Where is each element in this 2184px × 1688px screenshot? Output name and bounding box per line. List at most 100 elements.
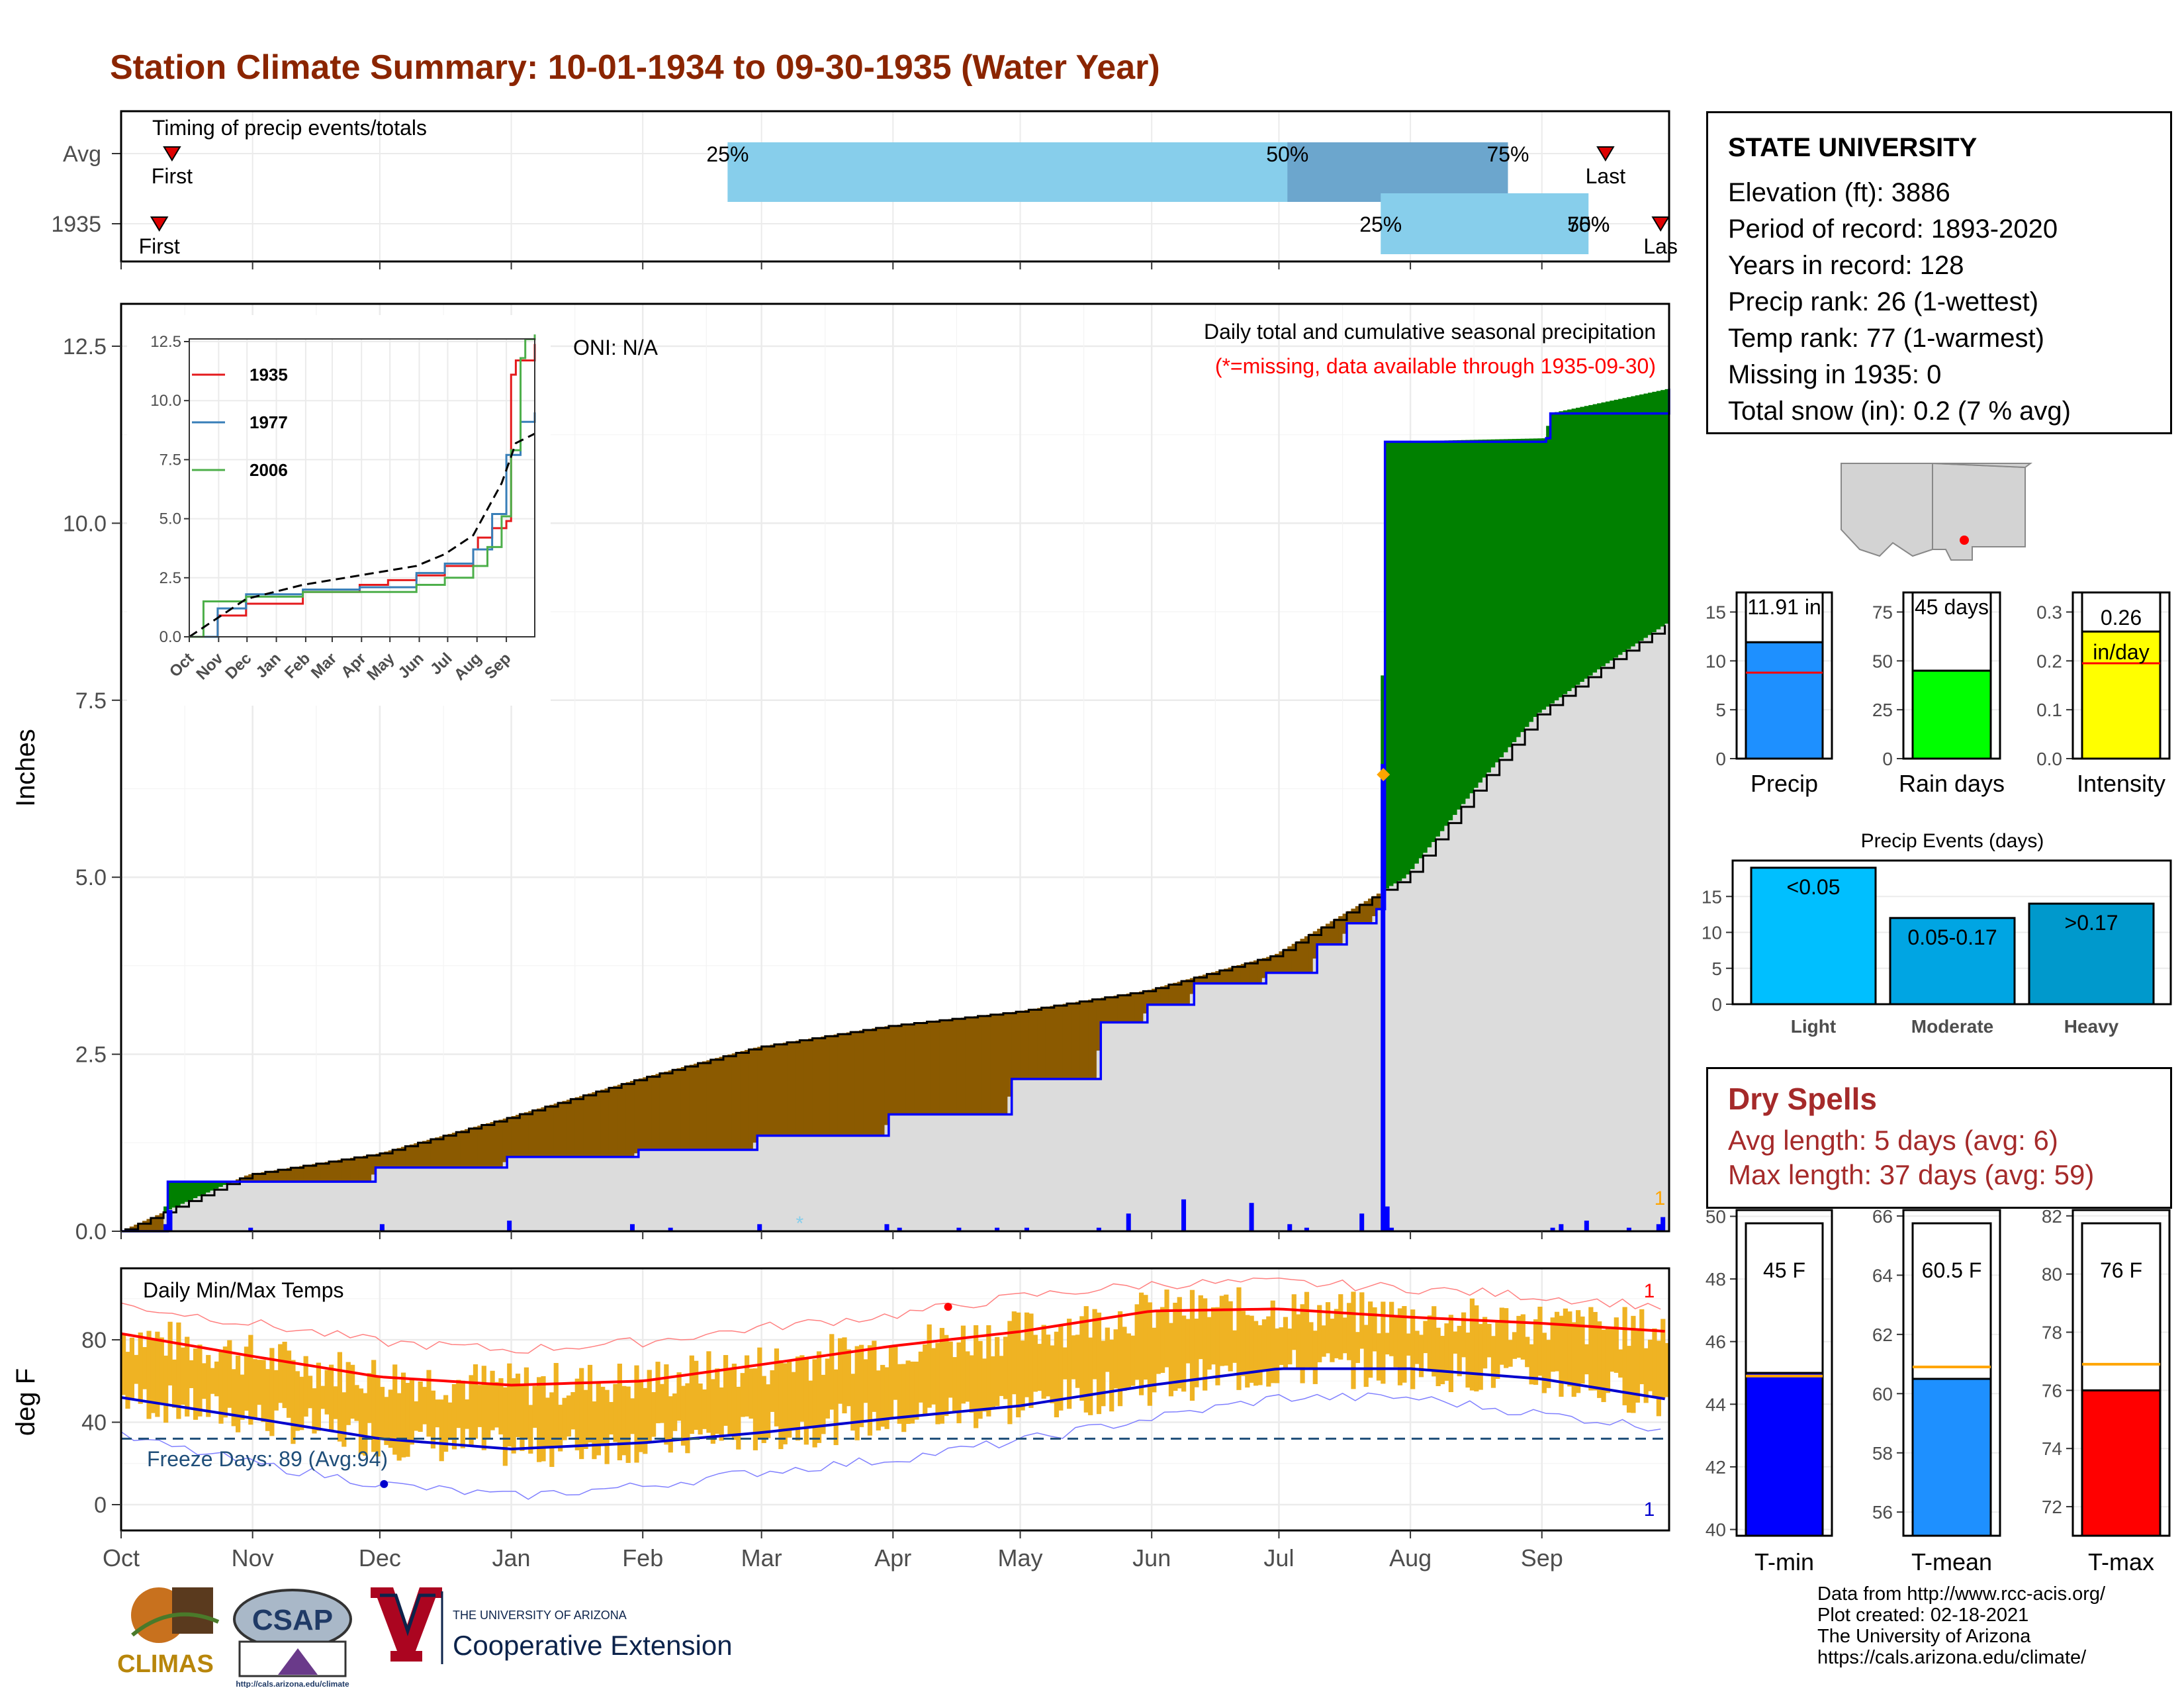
precip-subtitle: Daily total and cumulative seasonal prec…	[1204, 320, 1656, 344]
precip-departure-fill	[583, 1094, 588, 1157]
daily-temp-bar	[791, 1372, 796, 1429]
daily-temp-bar	[201, 1363, 206, 1399]
daily-precip-bar	[995, 1227, 1000, 1231]
precip-departure-fill	[367, 1154, 372, 1182]
tbar-y-tick-label: 66	[1872, 1206, 1893, 1227]
precip-departure-fill	[541, 1107, 546, 1157]
daily-temp-bar	[498, 1378, 504, 1434]
summary-value-unit: in/day	[2093, 640, 2149, 664]
daily-precip-bar	[163, 1224, 169, 1231]
daily-precip-bar	[1304, 1227, 1309, 1231]
dry-spells-title: Dry Spells	[1728, 1082, 1877, 1116]
precip-base-fill	[201, 1194, 206, 1231]
precip-base-fill	[553, 1156, 559, 1231]
precip-departure-fill	[363, 1155, 368, 1182]
precip-departure-fill	[1291, 943, 1297, 973]
precip-base-fill	[1054, 1079, 1059, 1231]
daily-temp-bar	[291, 1360, 296, 1444]
precip-departure-fill	[1444, 440, 1449, 826]
precip-base-fill	[1567, 691, 1572, 1231]
precip-base-fill	[1152, 1004, 1157, 1231]
precip-departure-fill	[1020, 1010, 1025, 1080]
daily-temp-bar	[358, 1388, 364, 1455]
tbar-y-tick-label: 64	[1872, 1265, 1893, 1286]
precip-base-fill	[180, 1203, 185, 1231]
daily-temp-bar	[379, 1387, 385, 1440]
precip-base-fill	[422, 1167, 427, 1231]
precip-base-fill	[1138, 1022, 1144, 1231]
precip-departure-fill	[842, 1033, 847, 1136]
precip-departure-fill	[935, 1020, 940, 1115]
precip-departure-fill	[634, 1079, 639, 1154]
summary-bar-label: Rain days	[1899, 770, 2005, 797]
precip-departure-fill	[846, 1032, 851, 1136]
map-state-az	[1841, 463, 1933, 557]
daily-temp-bar	[1092, 1309, 1097, 1380]
snow-marker: *	[796, 1213, 803, 1235]
precip-departure-fill	[1296, 941, 1301, 973]
daily-temp-bar	[1504, 1308, 1509, 1368]
precip-base-fill	[981, 1114, 987, 1231]
precip-departure-fill	[1495, 439, 1500, 763]
precip-departure-fill	[978, 1015, 983, 1115]
precip-base-fill	[1597, 669, 1602, 1231]
daily-temp-bar	[261, 1360, 266, 1423]
precip-base-fill	[282, 1182, 287, 1231]
precip-base-fill	[655, 1149, 660, 1231]
summary-y-tick-label: 5	[1715, 700, 1726, 720]
oni-label: ONI: N/A	[573, 336, 659, 359]
daily-temp-bar	[1181, 1315, 1187, 1392]
precip-base-fill	[1635, 643, 1640, 1231]
daily-temp-bar	[1614, 1317, 1619, 1373]
precip-departure-fill	[1482, 440, 1488, 778]
precip-base-fill	[1321, 944, 1326, 1231]
daily-temp-bar	[995, 1336, 1000, 1407]
dry-spells-max: Max length: 37 days (avg: 59)	[1728, 1159, 2095, 1190]
daily-temp-bar	[155, 1331, 160, 1417]
daily-temp-bar	[1037, 1344, 1042, 1391]
precip-departure-fill	[439, 1136, 444, 1168]
precip-departure-fill	[668, 1070, 673, 1150]
daily-temp-bar	[757, 1347, 762, 1440]
precip-departure-fill	[1232, 966, 1237, 984]
daily-temp-bar	[1240, 1311, 1246, 1376]
daily-temp-bar	[969, 1355, 974, 1413]
location-map	[1841, 462, 2032, 565]
daily-temp-bar	[1495, 1321, 1500, 1379]
precip-base-fill	[1160, 1004, 1165, 1231]
precip-base-fill	[443, 1167, 449, 1231]
precip-base-fill	[1482, 777, 1488, 1231]
precip-departure-fill	[1138, 991, 1144, 1023]
precip-base-fill	[1105, 1022, 1110, 1231]
precip-departure-fill	[888, 1025, 893, 1115]
precip-base-fill	[1402, 878, 1407, 1231]
precip-departure-fill	[948, 1019, 953, 1115]
precip-base-fill	[384, 1167, 389, 1231]
daily-temp-bar	[1147, 1302, 1152, 1406]
daily-temp-bar	[706, 1351, 711, 1433]
precip-departure-fill	[876, 1027, 881, 1136]
daily-temp-bar	[541, 1376, 546, 1462]
precip-base-fill	[214, 1188, 219, 1231]
daily-temp-bar	[1160, 1307, 1165, 1373]
precip-departure-fill	[960, 1017, 966, 1115]
precip-base-fill	[956, 1114, 962, 1231]
daily-temp-bar	[1003, 1336, 1009, 1399]
precip-departure-fill	[570, 1098, 576, 1157]
precip-base-fill	[1143, 1013, 1148, 1231]
daily-temp-bar	[1261, 1319, 1267, 1372]
daily-temp-bar	[956, 1342, 962, 1424]
daily-precip-bar	[629, 1224, 635, 1231]
daily-temp-bar	[1126, 1333, 1131, 1389]
daily-temp-bar	[1062, 1347, 1068, 1380]
daily-temp-bar	[808, 1380, 813, 1429]
precip-departure-fill	[909, 1023, 915, 1115]
tbar-frame	[2071, 1209, 2171, 1537]
tbar-y-tick-label: 62	[1872, 1325, 1893, 1345]
precip-departure-fill	[749, 1049, 754, 1150]
precip-base-fill	[1287, 972, 1293, 1231]
precip-departure-fill	[854, 1031, 860, 1136]
precip-base-fill	[740, 1149, 745, 1231]
daily-temp-bar	[231, 1369, 236, 1427]
daily-precip-bar	[1559, 1224, 1564, 1231]
